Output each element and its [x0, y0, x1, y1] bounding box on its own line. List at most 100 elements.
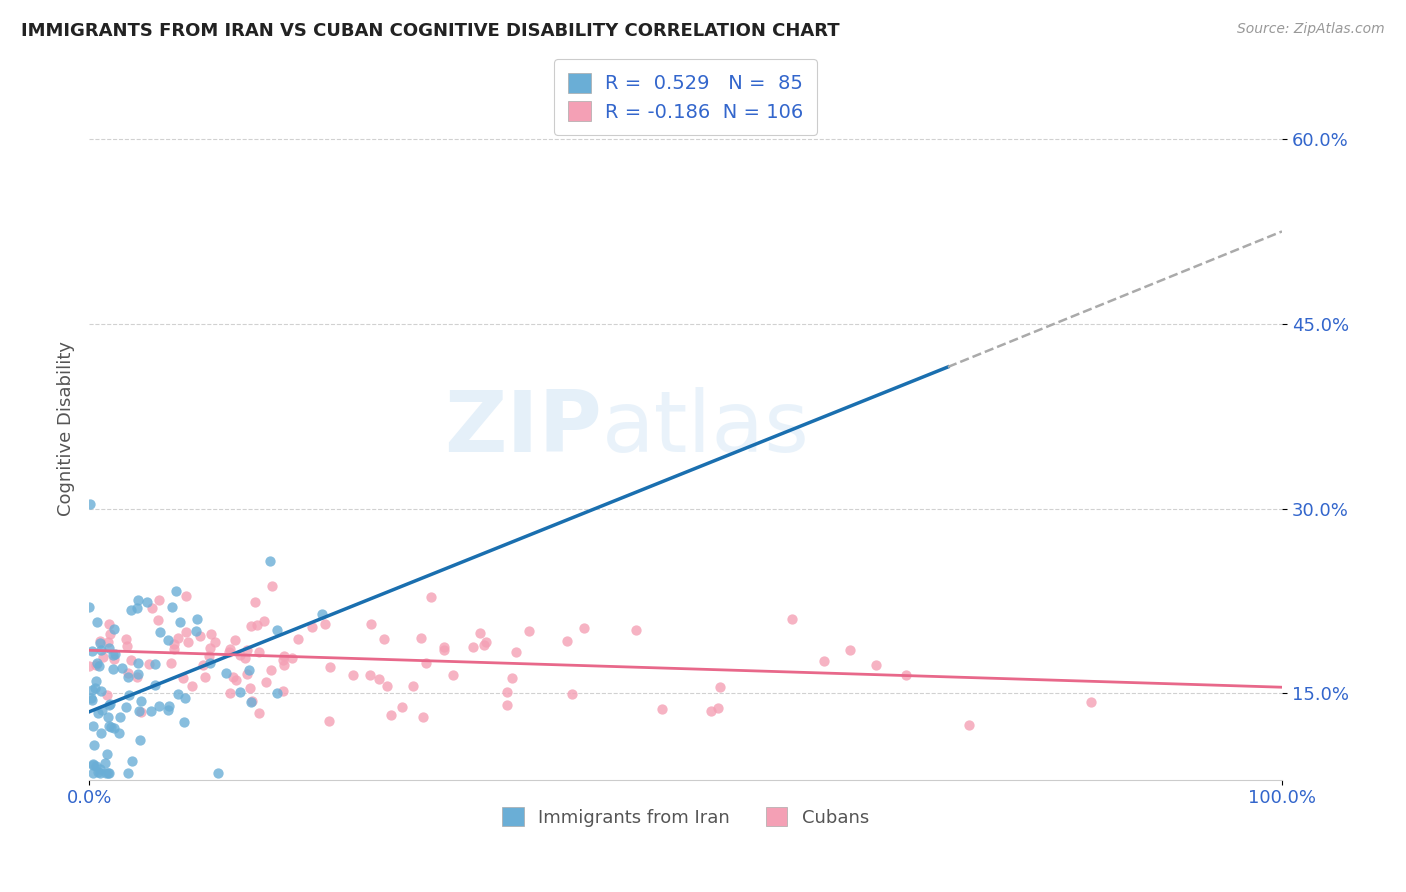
Point: [100, 720, 122, 734]
Point: [79, 599, 101, 614]
Point: [475, 634, 498, 648]
Point: [104, 647, 127, 661]
Point: [273, 657, 295, 672]
Point: [80, 690, 103, 705]
Point: [97, 710, 120, 724]
Point: [207, 766, 229, 780]
Point: [90, 703, 112, 717]
Point: [957, 718, 980, 732]
Point: [117, 670, 139, 684]
Point: [780, 612, 803, 626]
Point: [271, 683, 294, 698]
Point: [80, 682, 103, 697]
Point: [98, 627, 121, 641]
Point: [96, 688, 118, 702]
Point: [360, 617, 382, 632]
Point: [253, 615, 276, 629]
Point: [165, 584, 187, 599]
Point: [215, 665, 238, 680]
Point: [200, 640, 222, 655]
Point: [90, 643, 112, 657]
Point: [87, 706, 110, 720]
Point: [174, 589, 197, 603]
Point: [505, 645, 527, 659]
Y-axis label: Cognitive Disability: Cognitive Disability: [58, 341, 75, 516]
Point: [813, 654, 835, 668]
Point: [84, 758, 107, 772]
Point: [90, 726, 112, 740]
Point: [128, 704, 150, 718]
Point: [86, 656, 108, 670]
Point: [839, 643, 862, 657]
Point: [94, 756, 117, 771]
Point: [233, 651, 256, 665]
Point: [247, 706, 270, 720]
Point: [157, 703, 180, 717]
Point: [139, 704, 162, 718]
Legend: Immigrants from Iran, Cubans: Immigrants from Iran, Cubans: [495, 800, 876, 834]
Point: [148, 592, 170, 607]
Point: [409, 631, 432, 645]
Point: [240, 618, 263, 632]
Point: [198, 656, 221, 670]
Point: [377, 679, 399, 693]
Point: [239, 681, 262, 696]
Point: [97, 766, 120, 780]
Point: [103, 721, 125, 735]
Point: [79, 659, 101, 673]
Point: [470, 626, 492, 640]
Point: [97, 617, 120, 632]
Point: [1080, 695, 1102, 709]
Point: [865, 658, 887, 673]
Point: [117, 665, 139, 680]
Point: [463, 640, 485, 654]
Point: [82, 719, 104, 733]
Point: [415, 656, 437, 670]
Point: [624, 623, 647, 637]
Point: [709, 681, 731, 695]
Point: [204, 635, 226, 649]
Point: [127, 593, 149, 607]
Point: [193, 657, 215, 672]
Point: [200, 627, 222, 641]
Point: [117, 766, 139, 780]
Point: [98, 698, 121, 712]
Point: [84, 657, 107, 672]
Point: [148, 699, 170, 714]
Point: [129, 705, 152, 719]
Point: [127, 656, 149, 670]
Point: [149, 625, 172, 640]
Point: [218, 686, 240, 700]
Point: [236, 667, 259, 681]
Point: [87, 765, 110, 780]
Point: [157, 699, 180, 714]
Point: [247, 644, 270, 658]
Point: [89, 634, 111, 648]
Point: [101, 662, 124, 676]
Point: [118, 688, 141, 702]
Point: [228, 685, 250, 699]
Point: [82, 758, 104, 772]
Point: [163, 642, 186, 657]
Point: [238, 664, 260, 678]
Point: [174, 690, 197, 705]
Point: [412, 710, 434, 724]
Point: [700, 704, 723, 718]
Point: [90, 684, 112, 698]
Point: [517, 624, 540, 638]
Point: [188, 629, 211, 643]
Point: [301, 620, 323, 634]
Point: [266, 624, 288, 638]
Point: [98, 697, 121, 711]
Point: [115, 639, 138, 653]
Point: [101, 648, 124, 662]
Point: [98, 719, 121, 733]
Point: [194, 670, 217, 684]
Point: [239, 695, 262, 709]
Point: [359, 668, 381, 682]
Point: [186, 613, 208, 627]
Point: [555, 634, 578, 648]
Point: [108, 710, 131, 724]
Point: [894, 668, 917, 682]
Point: [402, 679, 425, 693]
